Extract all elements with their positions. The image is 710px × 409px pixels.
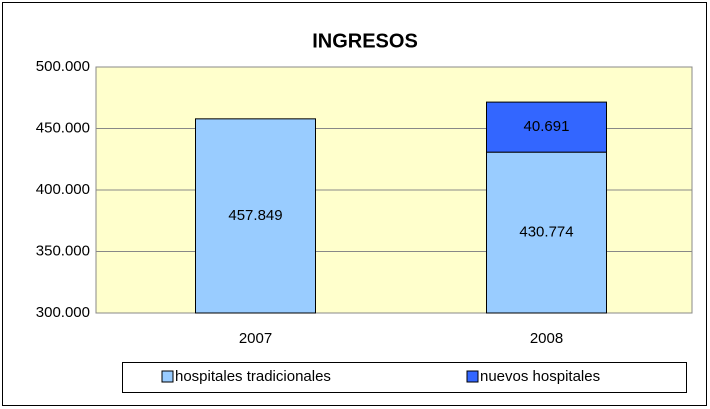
bar <box>486 101 607 153</box>
bar <box>195 118 316 314</box>
x-tick-label: 2008 <box>530 330 563 347</box>
legend-box <box>122 362 687 393</box>
legend-swatch <box>161 370 174 383</box>
y-tick-label: 500.000 <box>36 58 90 75</box>
legend-label: nuevos hospitales <box>480 368 600 385</box>
data-label: 430.774 <box>519 224 573 241</box>
y-tick-label: 350.000 <box>36 242 90 259</box>
data-label: 457.849 <box>228 207 282 224</box>
y-tick-label: 400.000 <box>36 181 90 198</box>
legend-label: hospitales tradicionales <box>175 368 331 385</box>
chart-title: INGRESOS <box>312 30 418 52</box>
data-label: 40.691 <box>524 118 570 135</box>
legend-swatch <box>466 370 479 383</box>
y-tick-label: 300.000 <box>36 304 90 321</box>
y-tick-label: 450.000 <box>36 119 90 136</box>
x-tick-label: 2007 <box>239 330 272 347</box>
